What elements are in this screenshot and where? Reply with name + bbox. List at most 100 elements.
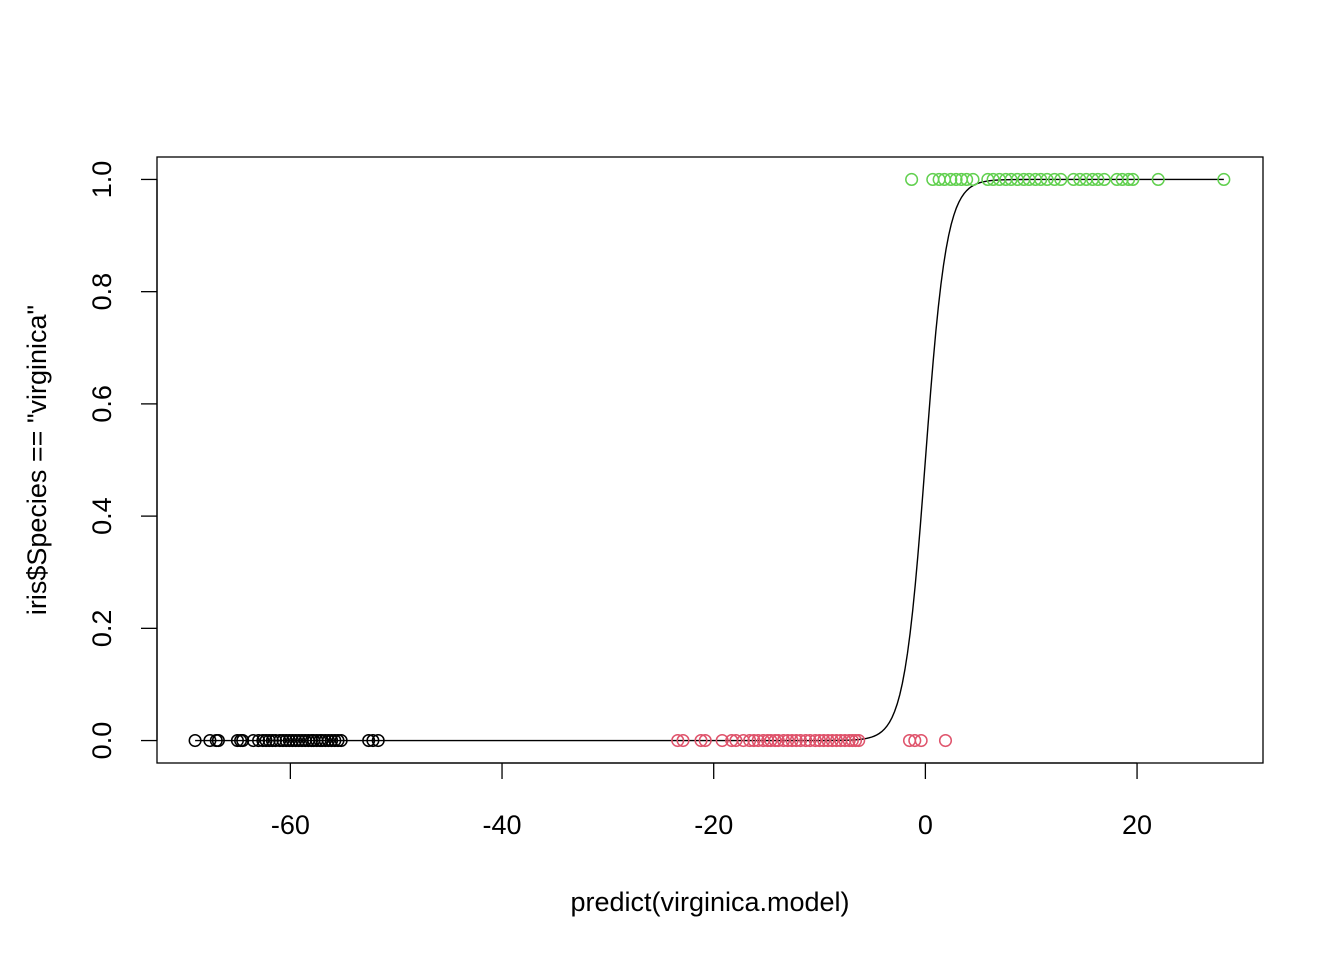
data-point <box>817 734 831 748</box>
data-point <box>743 734 757 748</box>
data-point <box>944 172 958 186</box>
data-point <box>966 172 980 186</box>
data-point <box>279 734 293 748</box>
data-point <box>821 734 835 748</box>
data-point <box>825 734 839 748</box>
data-point <box>1217 172 1231 186</box>
data-point <box>273 734 287 748</box>
data-point <box>949 172 963 186</box>
data-point <box>812 734 827 748</box>
data-point <box>1047 172 1062 186</box>
x-tick-label: 20 <box>1122 810 1152 840</box>
data-point <box>845 734 859 748</box>
y-tick-label: 0.4 <box>87 497 117 535</box>
data-point <box>793 734 808 748</box>
data-point <box>1067 172 1081 186</box>
data-point <box>838 734 852 748</box>
data-point <box>203 734 217 748</box>
data-point <box>852 734 866 748</box>
data-point <box>321 734 336 748</box>
data-point <box>1040 172 1054 186</box>
x-tick-label: 0 <box>918 810 933 840</box>
data-point <box>282 734 296 748</box>
data-point <box>371 734 385 748</box>
data-point <box>715 734 729 748</box>
data-point <box>262 734 276 748</box>
data-point <box>285 734 300 748</box>
data-point <box>1126 172 1140 186</box>
data-point <box>331 734 345 748</box>
data-point <box>362 734 376 748</box>
data-point <box>1073 172 1087 186</box>
y-axis: 0.0 0.2 0.4 0.6 0.8 1.0 <box>87 161 158 760</box>
data-point <box>771 734 785 748</box>
data-point <box>292 734 306 748</box>
y-axis-label: iris$Species == "virginica" <box>22 305 52 615</box>
data-point <box>1091 172 1105 186</box>
x-axis: -60 -40 -20 0 20 <box>271 762 1152 840</box>
y-tick-label: 0.0 <box>87 722 117 760</box>
data-point <box>960 172 974 186</box>
data-point <box>1115 172 1129 186</box>
data-point <box>986 172 1000 186</box>
x-tick-label: -20 <box>694 810 733 840</box>
data-point <box>698 734 712 748</box>
data-point <box>1054 172 1068 186</box>
data-point <box>188 734 202 748</box>
data-point <box>905 172 919 186</box>
data-point <box>785 734 799 748</box>
x-tick-label: -60 <box>271 810 310 840</box>
data-point <box>366 734 380 748</box>
data-point <box>230 734 244 748</box>
data-point <box>803 734 817 748</box>
data-point <box>848 734 863 748</box>
data-point <box>764 734 778 748</box>
data-point <box>789 734 803 748</box>
y-tick-label: 0.6 <box>87 385 117 423</box>
x-tick-label: -40 <box>483 810 522 840</box>
data-point <box>1004 172 1018 186</box>
data-point <box>236 734 250 748</box>
data-point <box>289 734 303 748</box>
data-point <box>729 734 743 748</box>
data-point <box>938 734 953 748</box>
data-point <box>694 734 708 748</box>
points-layer <box>188 172 1231 748</box>
x-axis-label: predict(virginica.model) <box>570 887 849 917</box>
data-point <box>1097 172 1111 186</box>
data-point <box>259 734 273 748</box>
data-point <box>276 734 290 748</box>
data-point <box>768 734 782 748</box>
data-point <box>671 734 685 748</box>
y-tick-label: 0.8 <box>87 273 117 311</box>
data-point <box>751 734 765 748</box>
data-point <box>799 734 813 748</box>
data-point <box>246 734 260 748</box>
data-point <box>265 734 279 748</box>
data-point <box>334 734 348 748</box>
data-point <box>761 734 775 748</box>
data-point <box>1034 172 1048 186</box>
data-point <box>1151 172 1165 186</box>
data-point <box>829 734 844 748</box>
data-point <box>211 734 225 748</box>
data-point <box>315 734 329 748</box>
data-point <box>842 734 856 748</box>
data-point <box>777 734 791 748</box>
data-point <box>328 734 342 748</box>
y-tick-label: 1.0 <box>87 161 117 199</box>
data-point <box>256 734 270 748</box>
data-point <box>781 734 795 748</box>
data-point <box>808 734 822 748</box>
y-tick-label: 0.2 <box>87 610 117 648</box>
data-point <box>1122 172 1136 186</box>
data-point <box>908 734 922 748</box>
data-point <box>268 734 283 748</box>
data-point <box>318 734 332 748</box>
data-point <box>252 734 266 748</box>
data-point <box>747 734 761 748</box>
data-point <box>325 734 339 748</box>
data-point <box>736 734 750 748</box>
